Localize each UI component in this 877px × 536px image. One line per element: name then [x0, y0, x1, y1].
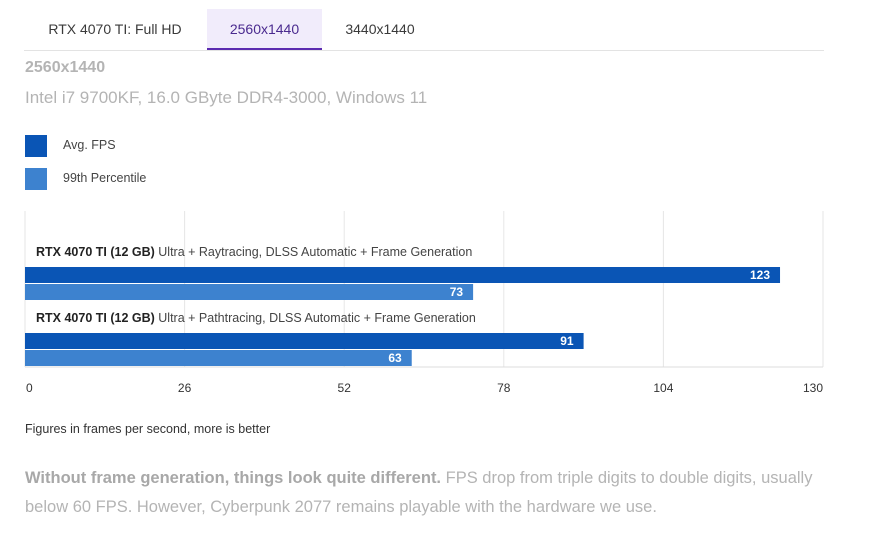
- category-setting: Ultra + Pathtracing, DLSS Automatic + Fr…: [158, 311, 476, 325]
- bar: [25, 267, 781, 283]
- tab-full-hd[interactable]: RTX 4070 TI: Full HD: [48, 21, 182, 37]
- x-tick-label: 104: [653, 381, 673, 395]
- resolution-tabs: RTX 4070 TI: Full HD 2560x1440 3440x1440: [24, 9, 824, 51]
- fps-bar-chart: 0 26 52 78 104 130 RTX 4070 TI (12 GB) Ultra +…: [24, 211, 824, 395]
- bar: [25, 350, 412, 366]
- category-gpu-name: RTX 4070 TI (12 GB): [36, 245, 158, 259]
- bar-value-label: 63: [388, 351, 402, 365]
- bar-value-label: 91: [560, 334, 574, 348]
- bar: [25, 333, 584, 349]
- x-tick-label: 78: [497, 381, 511, 395]
- category-gpu-name: RTX 4070 TI (12 GB): [36, 311, 158, 325]
- category-label: RTX 4070 TI (12 GB) Ultra + Raytracing, …: [36, 245, 472, 259]
- bar: [25, 284, 474, 300]
- tab-2560x1440[interactable]: 2560x1440: [207, 9, 322, 50]
- x-tick-label: 26: [178, 381, 192, 395]
- bar-value-label: 123: [750, 268, 770, 282]
- tab-3440x1440[interactable]: 3440x1440: [345, 21, 415, 37]
- bar-value-label: 73: [450, 285, 464, 299]
- legend-swatch-99th-percentile: [25, 168, 47, 190]
- category-label: RTX 4070 TI (12 GB) Ultra + Pathtracing,…: [36, 311, 476, 325]
- x-tick-label: 0: [26, 381, 33, 395]
- paragraph-body: FPS drop from triple digits to double di…: [25, 469, 813, 516]
- chart-heading: 2560x1440: [25, 59, 106, 76]
- chart-subtitle: Intel i7 9700KF, 16.0 GByte DDR4-3000, W…: [25, 88, 428, 107]
- article-paragraph: Without frame generation, things look qu…: [25, 464, 825, 522]
- paragraph-bold-lead: Without frame generation, things look qu…: [25, 469, 442, 487]
- legend-label-99th-percentile: 99th Percentile: [63, 171, 147, 185]
- chart-caption: Figures in frames per second, more is be…: [25, 422, 271, 436]
- category-setting: Ultra + Raytracing, DLSS Automatic + Fra…: [158, 245, 472, 259]
- legend-label-avg-fps: Avg. FPS: [63, 138, 116, 152]
- legend-swatch-avg-fps: [25, 135, 47, 157]
- x-tick-label: 130: [803, 381, 823, 395]
- x-tick-label: 52: [338, 381, 352, 395]
